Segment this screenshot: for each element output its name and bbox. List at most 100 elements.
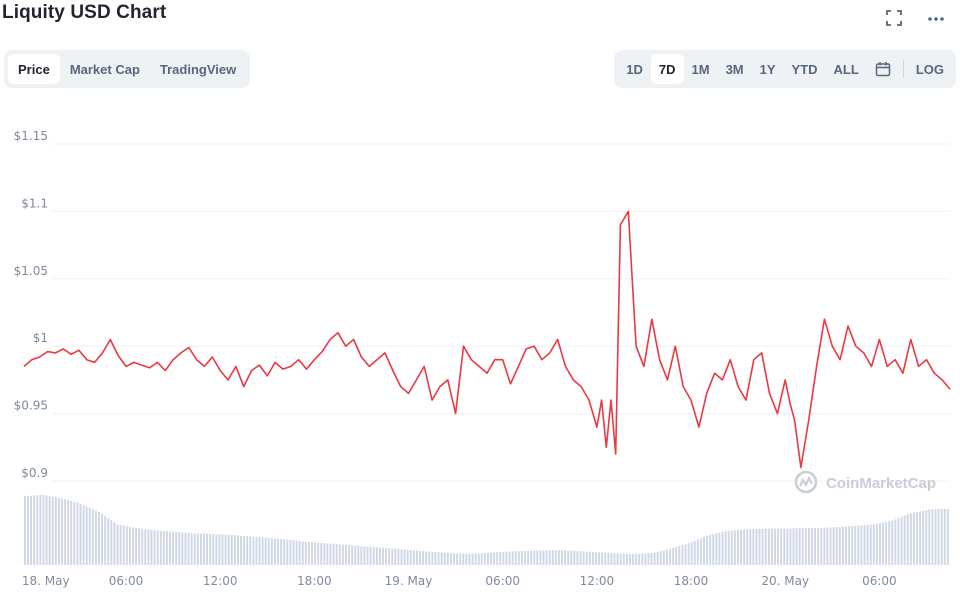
volume-bar (227, 534, 230, 565)
volume-bar (363, 546, 366, 565)
volume-bar (215, 534, 218, 565)
volume-bar (866, 524, 869, 565)
volume-bar (326, 543, 329, 565)
volume-bar (190, 533, 193, 565)
volume-bar (690, 541, 693, 565)
volume-bar (203, 533, 205, 565)
volume-bar (860, 525, 863, 565)
volume-bar (882, 522, 884, 565)
volume-bar (625, 553, 628, 565)
fullscreen-icon[interactable] (884, 8, 904, 28)
tab-market-cap[interactable]: Market Cap (69, 61, 140, 77)
volume-bar (811, 528, 813, 565)
volume-bar (369, 546, 372, 565)
volume-bar (835, 527, 838, 565)
range-1y[interactable]: 1Y (759, 61, 776, 77)
volume-bar (743, 529, 746, 565)
volume-bar (88, 507, 91, 565)
volume-bar (619, 553, 622, 565)
y-tick-label: $0.9 (21, 466, 48, 480)
volume-bar (681, 545, 684, 565)
log-scale-toggle[interactable]: LOG (915, 61, 944, 77)
volume-bar (724, 531, 727, 565)
volume-bar (715, 533, 718, 565)
range-1d[interactable]: 1D (626, 61, 643, 77)
volume-bar (323, 543, 326, 565)
range-3m[interactable]: 3M (725, 61, 744, 77)
volume-bar (931, 509, 934, 565)
volume-bar (894, 519, 897, 565)
volume-bar (338, 544, 341, 565)
range-7d[interactable]: 7D (650, 54, 684, 84)
x-tick-label: 18. May (22, 574, 70, 588)
volume-bar (508, 551, 511, 565)
volume-bar (382, 547, 384, 565)
range-all[interactable]: ALL (833, 61, 859, 77)
y-tick-label: $1.1 (21, 196, 48, 210)
more-horizontal-icon[interactable] (926, 8, 946, 28)
volume-bar (635, 553, 638, 565)
volume-bar (940, 509, 943, 565)
x-tick-label: 20. May (761, 574, 809, 588)
x-tick-label: 18:00 (297, 574, 332, 588)
volume-bar (628, 553, 631, 565)
top-right-icons (884, 8, 946, 28)
coinmarketcap-logo-icon (794, 470, 818, 494)
volume-bar (416, 550, 418, 565)
volume-bar (193, 533, 196, 565)
volume-bar (199, 533, 202, 565)
volume-bar (548, 550, 551, 565)
volume-bar (780, 528, 783, 565)
volume-bar (539, 550, 542, 565)
volume-bar (770, 528, 773, 565)
volume-bar (94, 510, 97, 565)
volume-bar (610, 552, 613, 565)
tab-tradingview[interactable]: TradingView (159, 61, 237, 77)
volume-bar (752, 529, 755, 565)
volume-bar (82, 505, 85, 565)
range-ytd[interactable]: YTD (791, 61, 818, 77)
volume-bar (903, 515, 906, 565)
volume-bar (906, 514, 909, 565)
price-line (23, 210, 951, 469)
volume-bar (446, 553, 449, 565)
range-1m[interactable]: 1M (691, 61, 710, 77)
volume-bar (561, 550, 563, 565)
volume-bar (345, 544, 347, 565)
volume-bar (443, 552, 446, 565)
tab-price[interactable]: Price (8, 54, 60, 84)
volume-bar (400, 549, 403, 565)
volume-bar (283, 539, 286, 565)
volume-bar (808, 528, 810, 565)
volume-bar (841, 526, 844, 565)
y-tick-label: $1.05 (14, 264, 48, 278)
volume-bar (110, 520, 113, 565)
volume-bar (524, 550, 526, 565)
volume-bar (468, 553, 471, 565)
volume-bar (218, 534, 221, 565)
volume-bar (946, 508, 949, 565)
volume-bar (891, 520, 894, 565)
volume-bar (471, 553, 474, 565)
volume-bar (888, 521, 891, 565)
volume-bar (39, 494, 42, 565)
volume-bar (104, 516, 107, 565)
volume-bar (622, 553, 625, 565)
volume-bar (718, 532, 721, 565)
volume-bar (449, 553, 452, 565)
volume-bar (727, 530, 730, 565)
volume-bar (598, 552, 601, 565)
volume-bar (147, 529, 150, 565)
volume-bar (301, 541, 304, 565)
volume-bar (258, 537, 261, 565)
volume-bar (354, 545, 357, 565)
volume-bar (292, 540, 295, 565)
volume-bar (61, 498, 63, 565)
volume-bar (178, 532, 181, 565)
volume-bar (845, 526, 847, 565)
calendar-icon[interactable] (867, 54, 899, 84)
volume-bar (76, 502, 79, 565)
volume-bar (943, 508, 946, 565)
volume-bar (857, 525, 860, 565)
volume-bar (314, 542, 317, 565)
